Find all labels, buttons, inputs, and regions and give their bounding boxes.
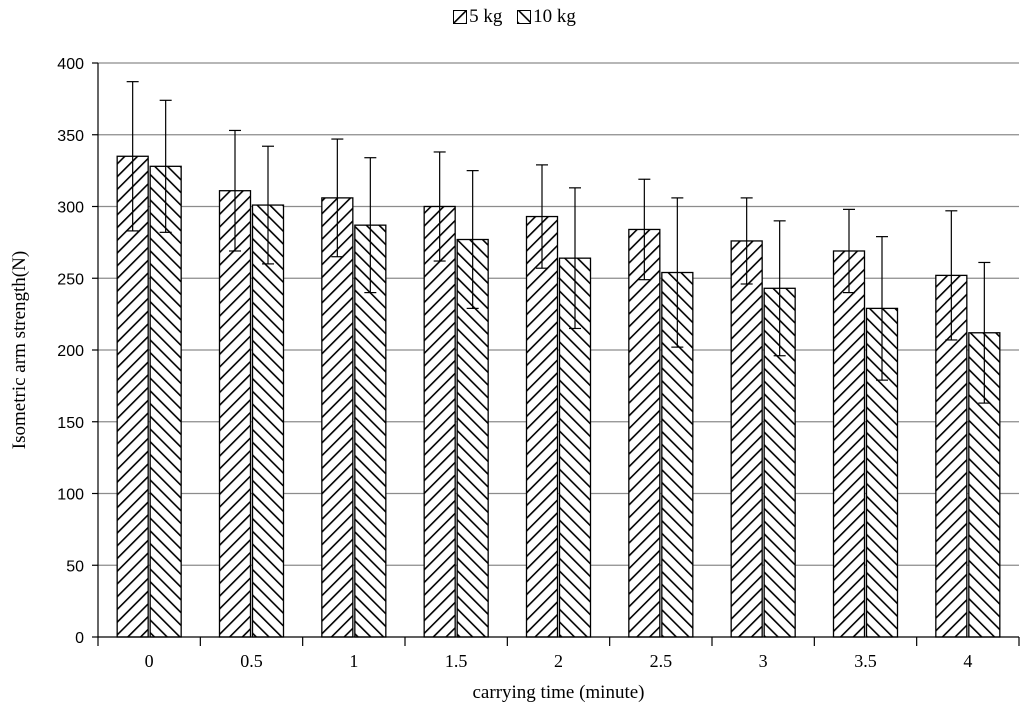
y-tick-label: 100	[57, 487, 84, 504]
bar-series-2	[149, 165, 182, 638]
x-tick-label: 2.5	[650, 651, 673, 671]
bar-series-1	[832, 250, 866, 638]
y-tick-label: 150	[57, 415, 84, 432]
x-tick-label: 0	[145, 651, 154, 671]
legend-label-series-2: 10 kg	[533, 6, 576, 27]
y-tick-label: 0	[75, 630, 84, 647]
legend-label-series-1: 5 kg	[469, 6, 503, 27]
x-tick-label: 2	[554, 651, 563, 671]
y-tick-label: 200	[57, 343, 84, 360]
y-tick-label: 300	[57, 200, 84, 217]
legend: 5 kg 10 kg	[0, 6, 1029, 30]
x-axis-title: carrying time (minute)	[472, 682, 645, 703]
legend-item-series-2: 10 kg	[517, 6, 576, 28]
y-tick-label: 350	[57, 128, 84, 145]
x-tick-label: 4	[963, 651, 972, 671]
y-axis-title: Isometric arm strength(N)	[9, 250, 30, 450]
bar-series-1	[628, 228, 661, 638]
x-tick-label: 0.5	[240, 651, 263, 671]
x-tick-label: 1	[349, 651, 358, 671]
bar-series-2	[251, 204, 285, 638]
bar-series-1	[730, 240, 763, 638]
bar-series-1	[525, 215, 559, 638]
axes: 0 50 100 150 200 250 300 350 400 0 0.5 1 1.5 2 2.5 3 3.5…	[57, 56, 1020, 671]
bar-series-1	[321, 197, 354, 638]
bar-series-1	[423, 205, 456, 638]
x-tick-label: 3.5	[854, 651, 877, 671]
bar-series-1	[218, 190, 252, 638]
y-tick-label: 50	[66, 558, 84, 575]
bars	[116, 81, 1001, 638]
legend-item-series-1: 5 kg	[453, 6, 502, 28]
gridlines	[98, 62, 1019, 566]
x-tick-label: 1.5	[445, 651, 468, 671]
legend-swatch-series-1	[453, 10, 468, 24]
legend-swatch-series-2	[517, 10, 532, 24]
y-tick-label: 250	[57, 271, 84, 288]
y-tick-label: 400	[57, 56, 84, 73]
x-tick-label: 3	[759, 651, 768, 671]
